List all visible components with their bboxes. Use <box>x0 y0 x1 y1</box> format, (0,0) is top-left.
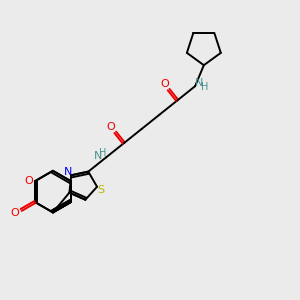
Text: H: H <box>201 82 209 92</box>
Text: O: O <box>106 122 115 132</box>
Text: O: O <box>25 176 33 186</box>
Text: N: N <box>64 167 72 177</box>
Text: O: O <box>11 208 20 218</box>
Text: N: N <box>94 152 102 161</box>
Text: S: S <box>98 185 105 195</box>
Text: N: N <box>195 78 203 88</box>
Text: H: H <box>99 148 107 158</box>
Text: O: O <box>160 79 169 89</box>
